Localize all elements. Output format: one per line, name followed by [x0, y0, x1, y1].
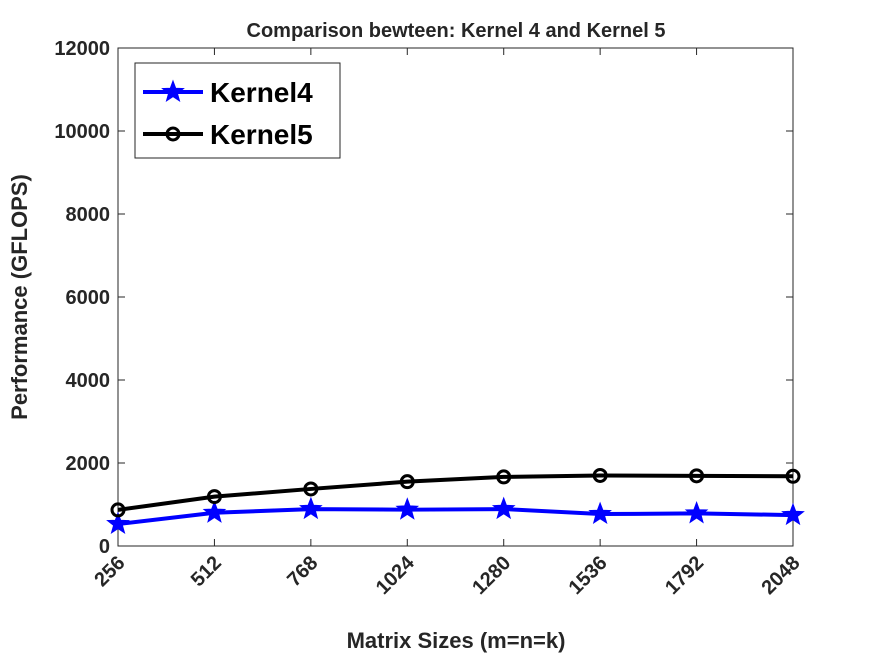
data-point	[592, 467, 608, 483]
data-point	[496, 469, 512, 485]
data-point	[202, 500, 227, 523]
series-kernel4	[106, 496, 805, 535]
data-point	[399, 474, 415, 490]
y-tick-label: 6000	[66, 287, 111, 309]
data-point	[206, 489, 222, 505]
x-tick-label: 256	[90, 552, 129, 591]
legend-marker	[165, 126, 181, 142]
series-line	[117, 507, 794, 526]
data-point	[781, 502, 805, 526]
x-tick-label: 1024	[372, 551, 420, 599]
y-tick-label: 4000	[66, 370, 111, 392]
y-tick-label: 12000	[54, 38, 110, 60]
y-tick-label: 0	[99, 536, 110, 558]
x-tick-label: 2048	[758, 552, 805, 599]
data-point	[684, 500, 709, 524]
legend-marker	[161, 79, 185, 103]
data-point	[491, 496, 516, 520]
data-point	[299, 496, 323, 520]
data-point	[689, 468, 705, 484]
x-tick-label: 768	[283, 552, 322, 591]
x-axis-label: Matrix Sizes (m=n=k)	[347, 628, 566, 653]
x-tick-label: 512	[187, 552, 226, 591]
data-point	[110, 502, 126, 518]
y-tick-label: 2000	[66, 453, 111, 475]
chart-title: Comparison bewteen: Kernel 4 and Kernel …	[247, 20, 666, 42]
x-tick-label: 1792	[661, 552, 708, 599]
data-point	[106, 511, 130, 535]
data-point	[395, 497, 420, 520]
legend-label: Kernel5	[210, 119, 313, 150]
y-axis-label: Performance (GFLOPS)	[7, 174, 32, 420]
x-tick-label: 1280	[468, 552, 515, 599]
series-kernel5	[110, 467, 801, 518]
y-tick-label: 10000	[54, 121, 110, 143]
data-point	[785, 468, 801, 484]
legend-label: Kernel4	[210, 77, 313, 108]
y-tick-label: 8000	[66, 204, 111, 226]
x-tick-label: 1536	[565, 552, 612, 599]
data-point	[588, 501, 612, 525]
legend-box	[134, 62, 341, 159]
series-line	[117, 473, 794, 512]
data-point	[303, 481, 319, 497]
